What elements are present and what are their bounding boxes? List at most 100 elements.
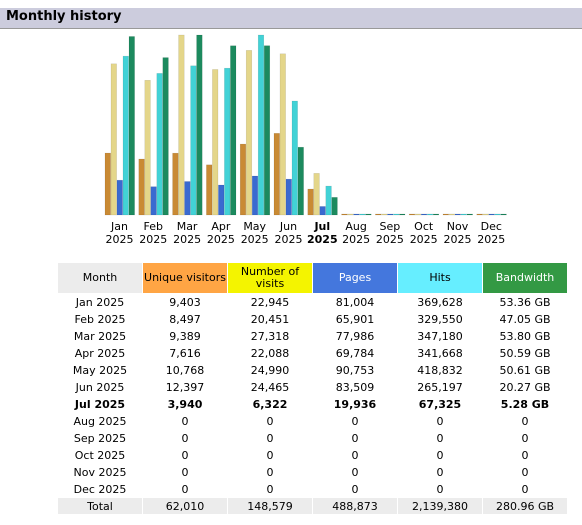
- x-tick-label: Jun: [279, 220, 297, 233]
- bar: [224, 67, 231, 216]
- value-cell: 0: [181, 482, 189, 496]
- column-header: Number of visits: [228, 263, 312, 293]
- bar: [325, 185, 332, 216]
- bar: [239, 143, 247, 216]
- bar: [279, 53, 286, 216]
- column-header: Month: [58, 263, 142, 293]
- value-cell: 53.36 GB: [499, 295, 551, 309]
- table-row: Oct 2025 0 0 0 0 0: [58, 447, 567, 463]
- chart: Jan2025Feb2025Mar2025Apr2025May2025Jun20…: [104, 34, 507, 246]
- table-row: Nov 2025 0 0 0 0 0: [58, 464, 567, 480]
- table-row: Dec 2025 0 0 0 0 0: [58, 481, 567, 497]
- bar: [122, 55, 129, 216]
- value-cell: 0: [181, 465, 189, 479]
- month-cell: Apr 2025: [74, 346, 126, 360]
- table-row: Feb 2025 8,497 20,451 65,901 329,550 47.05 GB: [58, 311, 567, 327]
- value-cell: 0: [351, 482, 359, 496]
- bar: [285, 178, 292, 216]
- bar: [184, 181, 191, 216]
- value-cell: 0: [436, 448, 444, 462]
- x-tick-label: Nov: [447, 220, 469, 233]
- value-cell: 0: [436, 482, 444, 496]
- bar: [230, 45, 237, 216]
- value-cell: 418,832: [417, 363, 463, 377]
- x-tick-label: Oct: [414, 220, 434, 233]
- x-tick-year: 2025: [477, 233, 505, 246]
- bar: [319, 206, 326, 216]
- value-cell: 0: [266, 414, 274, 428]
- value-cell: 67,325: [418, 397, 462, 411]
- value-cell: 0: [266, 448, 274, 462]
- value-cell: 22,088: [250, 346, 290, 360]
- value-cell: 0: [181, 431, 189, 445]
- x-tick-year: 2025: [106, 233, 134, 246]
- value-cell: 8,497: [169, 312, 201, 326]
- bar: [104, 152, 111, 216]
- bar: [488, 213, 495, 216]
- table-row: Aug 2025 0 0 0 0 0: [58, 413, 567, 429]
- bar: [482, 213, 489, 216]
- bar: [500, 213, 507, 216]
- value-cell: 347,180: [417, 329, 463, 343]
- section-header: Monthly history: [0, 8, 582, 29]
- value-cell: 50.59 GB: [499, 346, 551, 360]
- bar: [408, 213, 416, 216]
- value-cell: 0: [181, 414, 189, 428]
- value-cell: 0: [521, 482, 529, 496]
- bar: [110, 63, 117, 216]
- value-cell: 0: [521, 431, 529, 445]
- value-cell: 0: [351, 414, 359, 428]
- value-cell: 12,397: [165, 380, 205, 394]
- bar: [150, 186, 157, 216]
- value-cell: 6,322: [252, 397, 288, 411]
- x-tick-label: Dec: [481, 220, 502, 233]
- bar: [353, 213, 360, 216]
- x-tick-year: 2025: [307, 233, 338, 246]
- value-cell: 369,628: [417, 295, 463, 309]
- x-tick-label: Apr: [211, 220, 231, 233]
- bar: [347, 213, 354, 216]
- bar: [454, 213, 461, 216]
- value-cell: 0: [436, 465, 444, 479]
- bar: [432, 213, 440, 216]
- value-cell: 0: [181, 448, 189, 462]
- bar: [448, 213, 455, 216]
- value-cell: 5.28 GB: [500, 397, 550, 411]
- x-tick-year: 2025: [173, 233, 201, 246]
- bar: [144, 79, 151, 216]
- value-cell: 0: [266, 431, 274, 445]
- value-cell: 47.05 GB: [499, 312, 551, 326]
- value-cell: 69,784: [335, 346, 375, 360]
- x-tick-year: 2025: [275, 233, 303, 246]
- value-cell: 22,945: [250, 295, 290, 309]
- value-cell: 9,389: [169, 329, 201, 343]
- value-cell: 0: [521, 448, 529, 462]
- column-header: Pages: [313, 263, 397, 293]
- value-cell: 0: [351, 448, 359, 462]
- value-cell: 0: [351, 465, 359, 479]
- bar: [257, 34, 265, 216]
- value-cell: 341,668: [417, 346, 463, 360]
- value-cell: 20.27 GB: [499, 380, 551, 394]
- value-cell: 329,550: [417, 312, 463, 326]
- x-tick-label: May: [243, 220, 266, 233]
- bar: [393, 213, 400, 216]
- value-cell: 81,004: [335, 295, 375, 309]
- total-label: Total: [58, 498, 142, 514]
- bar: [172, 152, 179, 216]
- bar: [365, 213, 372, 216]
- column-header: Hits: [398, 263, 482, 293]
- bar: [387, 213, 394, 216]
- value-cell: 0: [351, 431, 359, 445]
- bar: [196, 34, 203, 216]
- value-cell: 27,318: [250, 329, 290, 343]
- bar: [313, 173, 320, 216]
- bar: [178, 34, 185, 216]
- x-tick-year: 2025: [241, 233, 269, 246]
- column-header: Unique visitors: [143, 263, 227, 293]
- value-cell: 265,197: [417, 380, 463, 394]
- bar: [116, 179, 123, 216]
- monthly-table: Month Unique visitors Number of visits Page…: [57, 262, 568, 515]
- table-row: Jul 2025 3,940 6,322 19,936 67,325 5.28 GB: [58, 396, 567, 412]
